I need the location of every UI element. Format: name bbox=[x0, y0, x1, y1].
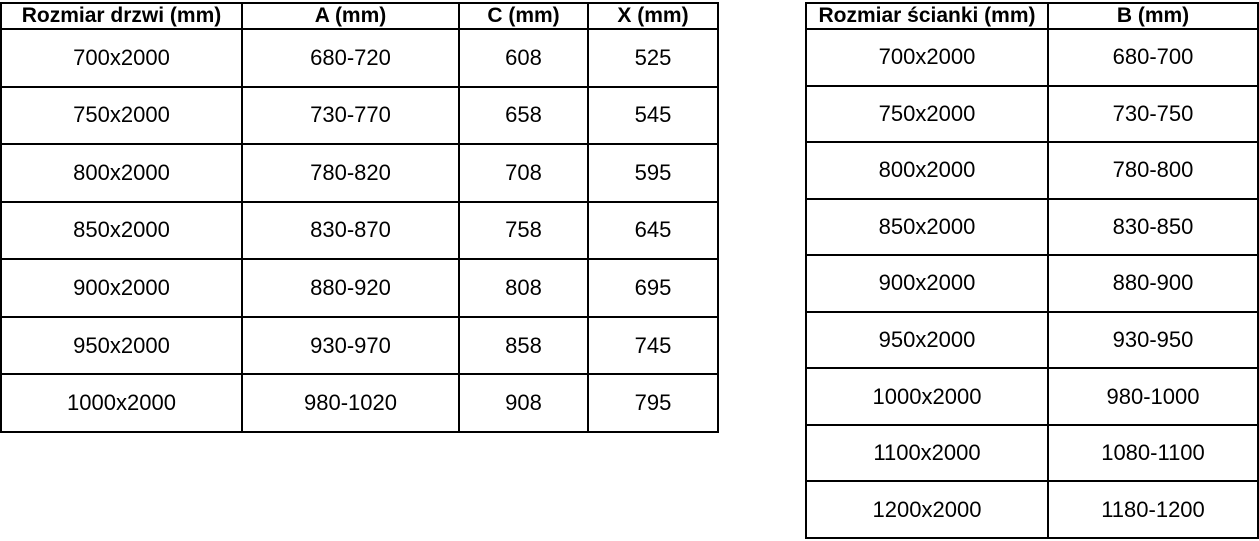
table-cell: 930-950 bbox=[1047, 310, 1259, 370]
table-cell: 730-750 bbox=[1047, 84, 1259, 144]
door-table-header-rozmiar-drzwi: Rozmiar drzwi (mm) bbox=[0, 2, 243, 30]
table-cell: 695 bbox=[587, 258, 719, 318]
table-cell: 780-820 bbox=[241, 143, 460, 203]
table-cell: 858 bbox=[458, 315, 589, 376]
table-row: 700x2000 680-700 bbox=[805, 28, 1259, 87]
table-row: 1000x2000 980-1020 908 795 bbox=[0, 373, 719, 433]
table-cell: 1100x2000 bbox=[805, 423, 1049, 483]
wall-table-body: 700x2000 680-700 750x2000 730-750 800x2000 78… bbox=[805, 28, 1259, 539]
table-cell: 800x2000 bbox=[805, 141, 1049, 200]
table-cell: 608 bbox=[458, 28, 589, 88]
table-row: 850x2000 830-850 bbox=[805, 197, 1259, 257]
door-table-body: 700x2000 680-720 608 525 750x2000 730-770 658 5… bbox=[0, 28, 719, 433]
table-cell: 658 bbox=[458, 85, 589, 146]
table-row: 850x2000 830-870 758 645 bbox=[0, 200, 719, 261]
table-cell: 780-800 bbox=[1047, 141, 1259, 200]
table-row: 950x2000 930-970 858 745 bbox=[0, 315, 719, 376]
table-row: 700x2000 680-720 608 525 bbox=[0, 28, 719, 88]
table-cell: 950x2000 bbox=[805, 310, 1049, 370]
wall-table-header-row: Rozmiar ścianki (mm) B (mm) bbox=[805, 2, 1259, 30]
door-table-header-x: X (mm) bbox=[587, 2, 719, 30]
door-table-header-a: A (mm) bbox=[241, 2, 460, 30]
table-row: 750x2000 730-770 658 545 bbox=[0, 85, 719, 146]
table-cell: 680-720 bbox=[241, 28, 460, 88]
table-cell: 545 bbox=[587, 85, 719, 146]
table-cell: 980-1020 bbox=[241, 373, 460, 433]
table-cell: 1200x2000 bbox=[805, 480, 1049, 539]
table-cell: 850x2000 bbox=[0, 200, 243, 261]
table-cell: 750x2000 bbox=[0, 85, 243, 146]
table-cell: 800x2000 bbox=[0, 143, 243, 203]
table-row: 750x2000 730-750 bbox=[805, 84, 1259, 144]
table-row: 1200x2000 1180-1200 bbox=[805, 480, 1259, 539]
table-row: 900x2000 880-900 bbox=[805, 254, 1259, 313]
table-row: 900x2000 880-920 808 695 bbox=[0, 258, 719, 318]
table-cell: 758 bbox=[458, 200, 589, 261]
table-cell: 700x2000 bbox=[0, 28, 243, 88]
door-table-header-row: Rozmiar drzwi (mm) A (mm) C (mm) X (mm) bbox=[0, 2, 719, 30]
table-cell: 750x2000 bbox=[805, 84, 1049, 144]
table-row: 800x2000 780-820 708 595 bbox=[0, 143, 719, 203]
table-row: 1000x2000 980-1000 bbox=[805, 367, 1259, 426]
table-cell: 950x2000 bbox=[0, 315, 243, 376]
table-cell: 830-850 bbox=[1047, 197, 1259, 257]
table-row: 1100x2000 1080-1100 bbox=[805, 423, 1259, 483]
table-cell: 730-770 bbox=[241, 85, 460, 146]
table-cell: 1080-1100 bbox=[1047, 423, 1259, 483]
table-cell: 808 bbox=[458, 258, 589, 318]
table-cell: 1000x2000 bbox=[0, 373, 243, 433]
table-cell: 595 bbox=[587, 143, 719, 203]
wall-table-header-b: B (mm) bbox=[1047, 2, 1259, 30]
table-cell: 680-700 bbox=[1047, 28, 1259, 87]
table-cell: 900x2000 bbox=[805, 254, 1049, 313]
table-cell: 795 bbox=[587, 373, 719, 433]
wall-table-header-rozmiar-scianki: Rozmiar ścianki (mm) bbox=[805, 2, 1049, 30]
table-row: 950x2000 930-950 bbox=[805, 310, 1259, 370]
table-cell: 880-900 bbox=[1047, 254, 1259, 313]
door-table-header-c: C (mm) bbox=[458, 2, 589, 30]
table-cell: 525 bbox=[587, 28, 719, 88]
table-cell: 1180-1200 bbox=[1047, 480, 1259, 539]
table-cell: 1000x2000 bbox=[805, 367, 1049, 426]
wall-dimensions-table: Rozmiar ścianki (mm) B (mm) 700x2000 680-… bbox=[805, 2, 1259, 539]
table-cell: 700x2000 bbox=[805, 28, 1049, 87]
table-cell: 645 bbox=[587, 200, 719, 261]
table-cell: 745 bbox=[587, 315, 719, 376]
table-cell: 930-970 bbox=[241, 315, 460, 376]
table-cell: 980-1000 bbox=[1047, 367, 1259, 426]
table-cell: 708 bbox=[458, 143, 589, 203]
door-dimensions-table: Rozmiar drzwi (mm) A (mm) C (mm) X (mm) … bbox=[0, 2, 719, 433]
table-cell: 908 bbox=[458, 373, 589, 433]
table-cell: 850x2000 bbox=[805, 197, 1049, 257]
table-cell: 880-920 bbox=[241, 258, 460, 318]
table-cell: 830-870 bbox=[241, 200, 460, 261]
table-row: 800x2000 780-800 bbox=[805, 141, 1259, 200]
table-cell: 900x2000 bbox=[0, 258, 243, 318]
